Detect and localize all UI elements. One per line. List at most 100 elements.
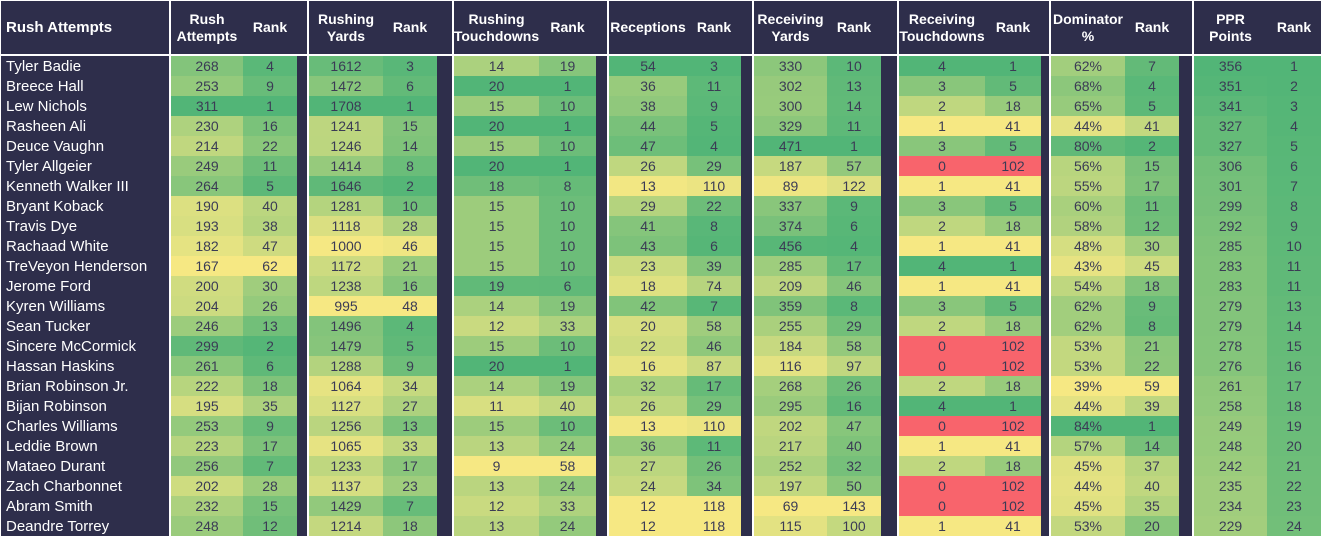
- stat-value-cell-dominator_pct: 62%: [1051, 316, 1125, 336]
- stat-value-cell-rushing_yards: 1065: [309, 436, 383, 456]
- section-divider: [1041, 336, 1051, 356]
- stat-rank-cell-rushing_yards: 7: [383, 496, 437, 516]
- player-name-cell: Abram Smith: [1, 496, 171, 516]
- stat-value-cell-receiving_touchdowns: 1: [899, 436, 985, 456]
- stat-rank-cell-rushing_touchdowns: 6: [539, 276, 596, 296]
- stat-value-cell-rushing_touchdowns: 12: [454, 496, 539, 516]
- rank-column-header: Rank: [1267, 1, 1321, 56]
- stat-rank-cell-rush_attempts: 35: [243, 396, 297, 416]
- player-name-cell: Rachaad White: [1, 236, 171, 256]
- stat-rank-cell-receptions: 46: [687, 336, 741, 356]
- stat-rank-cell-dominator_pct: 11: [1125, 196, 1179, 216]
- section-divider: [437, 136, 454, 156]
- stat-rank-cell-receptions: 17: [687, 376, 741, 396]
- stat-value-cell-receiving_touchdowns: 3: [899, 136, 985, 156]
- stat-value-cell-receptions: 20: [609, 316, 687, 336]
- stat-rank-cell-receiving_yards: 40: [827, 436, 881, 456]
- section-divider: [1179, 396, 1194, 416]
- stat-rank-cell-receptions: 118: [687, 516, 741, 536]
- stat-rank-cell-receiving_touchdowns: 18: [985, 456, 1041, 476]
- stat-value-cell-receptions: 41: [609, 216, 687, 236]
- stat-rank-cell-rushing_yards: 4: [383, 316, 437, 336]
- section-divider: [596, 416, 609, 436]
- stat-rank-cell-rush_attempts: 4: [243, 56, 297, 76]
- section-divider: [881, 96, 899, 116]
- stat-rank-cell-receiving_yards: 4: [827, 236, 881, 256]
- stat-value-cell-receiving_touchdowns: 4: [899, 396, 985, 416]
- stat-value-cell-receiving_touchdowns: 3: [899, 76, 985, 96]
- stat-rank-cell-receiving_yards: 122: [827, 176, 881, 196]
- section-divider: [596, 256, 609, 276]
- stat-value-cell-receiving_yards: 302: [754, 76, 827, 96]
- section-divider: [1179, 476, 1194, 496]
- section-divider: [437, 336, 454, 356]
- player-name-cell: Tyler Allgeier: [1, 156, 171, 176]
- section-divider: [741, 56, 754, 76]
- section-divider: [437, 316, 454, 336]
- stat-rank-cell-dominator_pct: 40: [1125, 476, 1179, 496]
- section-divider: [741, 176, 754, 196]
- stat-rank-cell-rushing_yards: 23: [383, 476, 437, 496]
- stat-rank-cell-rush_attempts: 1: [243, 96, 297, 116]
- section-divider: [437, 276, 454, 296]
- section-divider: [437, 356, 454, 376]
- stat-rank-cell-dominator_pct: 30: [1125, 236, 1179, 256]
- stat-value-cell-rushing_touchdowns: 13: [454, 476, 539, 496]
- stat-rank-cell-rush_attempts: 38: [243, 216, 297, 236]
- stat-rank-cell-receiving_yards: 100: [827, 516, 881, 536]
- stat-value-cell-receptions: 44: [609, 116, 687, 136]
- section-divider: [1179, 116, 1194, 136]
- stat-rank-cell-rushing_touchdowns: 19: [539, 296, 596, 316]
- section-divider: [881, 196, 899, 216]
- stat-rank-cell-receiving_touchdowns: 102: [985, 476, 1041, 496]
- stat-rank-cell-rushing_yards: 46: [383, 236, 437, 256]
- stat-value-cell-receiving_touchdowns: 0: [899, 476, 985, 496]
- stat-value-cell-rushing_yards: 1000: [309, 236, 383, 256]
- stat-value-cell-ppr_points: 278: [1194, 336, 1267, 356]
- section-divider: [297, 236, 309, 256]
- section-divider: [437, 496, 454, 516]
- stat-value-cell-receptions: 36: [609, 76, 687, 96]
- stat-column-header-receiving_yards: Receiving Yards: [754, 1, 827, 56]
- stat-rank-cell-rushing_yards: 14: [383, 136, 437, 156]
- stat-value-cell-rushing_touchdowns: 14: [454, 296, 539, 316]
- stat-rank-cell-receptions: 7: [687, 296, 741, 316]
- stat-rank-cell-ppr_points: 9: [1267, 216, 1321, 236]
- stat-rank-cell-rushing_yards: 16: [383, 276, 437, 296]
- stat-value-cell-ppr_points: 285: [1194, 236, 1267, 256]
- section-divider: [596, 276, 609, 296]
- section-divider: [881, 476, 899, 496]
- section-divider: [1041, 276, 1051, 296]
- stat-rank-cell-rushing_yards: 21: [383, 256, 437, 276]
- section-divider: [297, 416, 309, 436]
- section-divider: [437, 196, 454, 216]
- stat-value-cell-rushing_touchdowns: 19: [454, 276, 539, 296]
- stat-value-cell-rushing_touchdowns: 15: [454, 236, 539, 256]
- stat-value-cell-receptions: 16: [609, 356, 687, 376]
- stat-value-cell-rush_attempts: 246: [171, 316, 243, 336]
- section-divider: [1041, 476, 1051, 496]
- section-divider: [596, 236, 609, 256]
- stat-value-cell-receptions: 36: [609, 436, 687, 456]
- stat-column-header-rush_attempts: Rush Attempts: [171, 1, 243, 56]
- stat-value-cell-receiving_touchdowns: 0: [899, 416, 985, 436]
- stat-rank-cell-receptions: 6: [687, 236, 741, 256]
- stat-rank-cell-rushing_touchdowns: 10: [539, 336, 596, 356]
- stat-rank-cell-receptions: 110: [687, 176, 741, 196]
- stat-rank-cell-ppr_points: 1: [1267, 56, 1321, 76]
- stat-rank-cell-ppr_points: 8: [1267, 196, 1321, 216]
- stat-rank-cell-rushing_yards: 27: [383, 396, 437, 416]
- section-divider: [596, 356, 609, 376]
- stat-rank-cell-dominator_pct: 45: [1125, 256, 1179, 276]
- section-divider: [437, 76, 454, 96]
- stat-rank-cell-ppr_points: 11: [1267, 256, 1321, 276]
- section-divider: [1179, 156, 1194, 176]
- player-name-cell: Bryant Koback: [1, 196, 171, 216]
- player-name-cell: Breece Hall: [1, 76, 171, 96]
- stat-value-cell-rushing_yards: 1118: [309, 216, 383, 236]
- stat-rank-cell-receiving_touchdowns: 102: [985, 156, 1041, 176]
- stat-rank-cell-receptions: 11: [687, 76, 741, 96]
- stat-value-cell-dominator_pct: 44%: [1051, 396, 1125, 416]
- stat-rank-cell-receiving_yards: 47: [827, 416, 881, 436]
- stat-rank-cell-rushing_yards: 3: [383, 56, 437, 76]
